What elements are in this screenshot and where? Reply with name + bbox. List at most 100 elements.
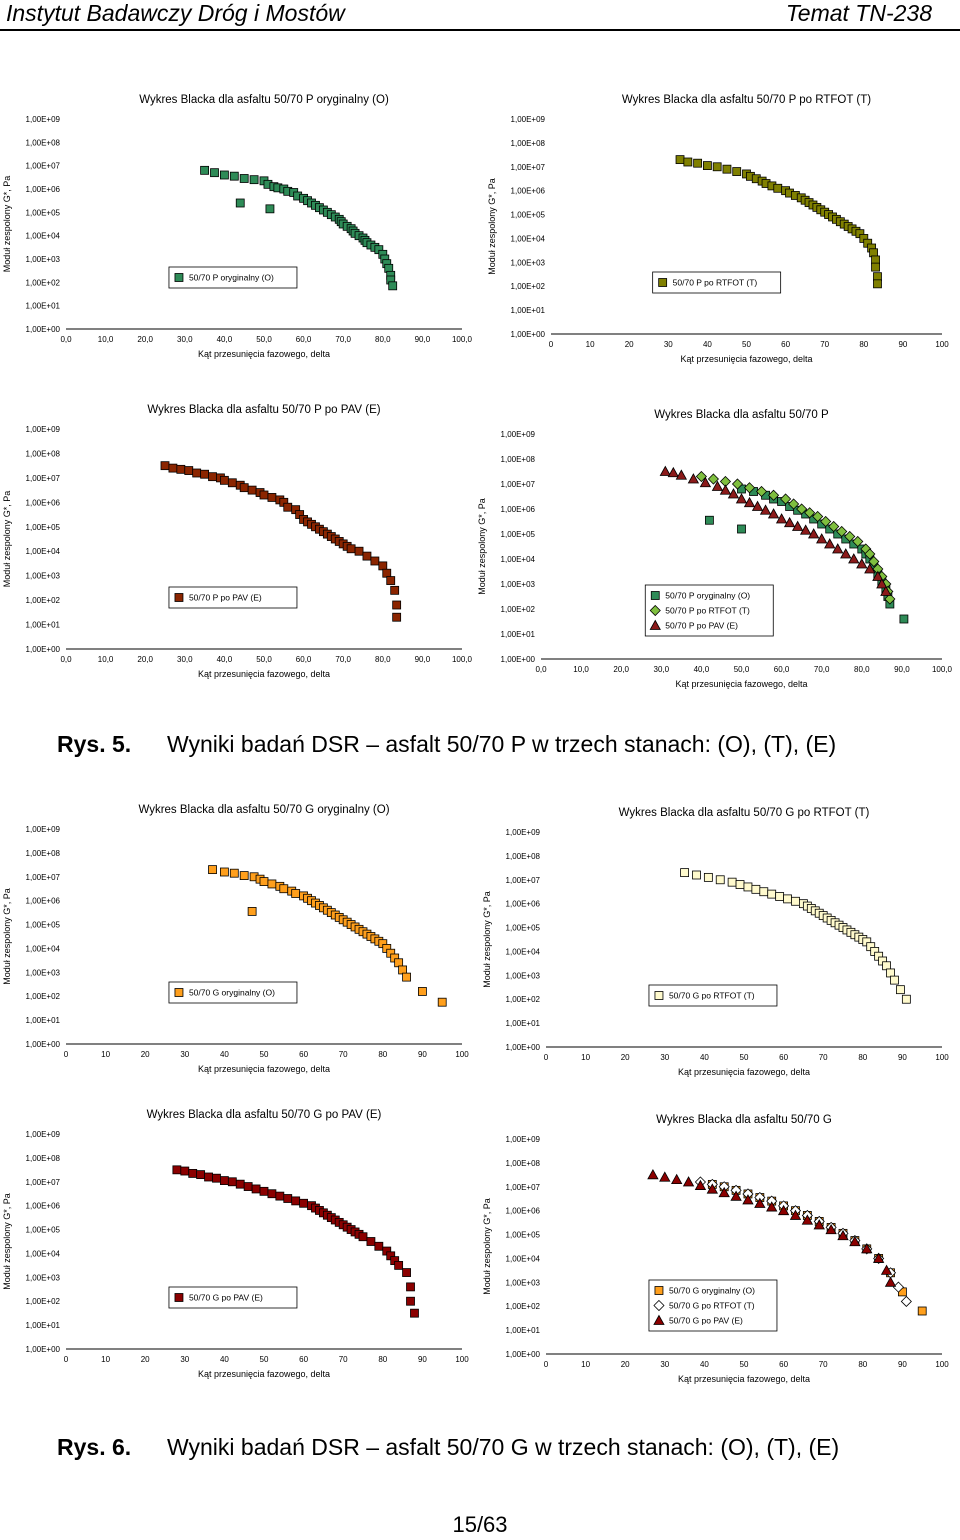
data-point	[259, 1186, 269, 1196]
x-tick-label: 100,0	[452, 335, 473, 344]
data-point	[820, 515, 832, 528]
y-tick-label: 1,00E+05	[26, 1226, 61, 1235]
x-tick-label: 90,0	[894, 665, 910, 674]
y-tick-label: 1,00E+04	[26, 547, 61, 556]
data-point	[378, 561, 388, 571]
x-tick-label: 100,0	[932, 665, 953, 674]
data-point	[362, 551, 372, 561]
legend: 50/70 G po PAV (E)	[168, 1286, 298, 1309]
data-point	[200, 469, 210, 479]
data-point	[283, 502, 293, 512]
data-point	[824, 538, 836, 549]
data-point	[210, 168, 219, 178]
data-point	[901, 994, 911, 1004]
x-tick-label: 40	[703, 340, 712, 349]
y-tick-label: 1,00E+08	[506, 1159, 541, 1168]
x-tick-label: 80	[378, 1355, 387, 1364]
data-point	[808, 528, 820, 539]
y-axis-label: Moduł zespolony G*, Pa	[2, 491, 12, 588]
figure-caption-5: Rys. 5. Wyniki badań DSR – asfalt 50/70 P…	[57, 731, 836, 758]
data-point	[789, 1209, 802, 1220]
data-point	[346, 544, 356, 554]
data-point	[382, 568, 392, 578]
legend-label: 50/70 G po RTFOT (T)	[669, 991, 755, 1001]
y-tick-label: 1,00E+07	[26, 474, 61, 483]
data-point	[703, 872, 713, 882]
x-tick-label: 0	[64, 1355, 69, 1364]
data-point	[759, 887, 769, 897]
data-point	[705, 515, 714, 525]
y-tick-label: 1,00E+08	[26, 449, 61, 458]
y-tick-label: 1,00E+09	[506, 1135, 541, 1144]
y-tick-label: 1,00E+09	[26, 1130, 61, 1139]
data-point	[711, 480, 724, 491]
chart-g-original: Wykres Blacka dla asfaltu 50/70 G orygin…	[2, 804, 469, 1074]
data-point	[402, 1268, 411, 1277]
y-tick-label: 1,00E+08	[26, 138, 61, 147]
x-tick-label: 100	[935, 340, 949, 349]
x-tick-label: 20	[141, 1050, 150, 1059]
legend-box	[644, 584, 774, 637]
x-tick-label: 0,0	[535, 665, 547, 674]
y-tick-label: 1,00E+01	[501, 630, 536, 639]
x-tick-label: 80,0	[375, 335, 391, 344]
data-point	[856, 558, 868, 569]
data-point	[707, 473, 719, 485]
data-point	[386, 576, 396, 585]
y-tick-label: 1,00E+00	[501, 655, 536, 664]
data-point	[735, 880, 745, 889]
y-tick-label: 1,00E+00	[511, 330, 546, 339]
data-point	[675, 155, 685, 165]
y-tick-label: 1,00E+03	[26, 572, 61, 581]
data-point	[354, 546, 364, 556]
y-tick-label: 1,00E+06	[501, 505, 536, 514]
data-point	[682, 1176, 695, 1187]
x-tick-label: 0	[544, 1360, 549, 1369]
chart-title: Wykres Blacka dla asfaltu 50/70 P po PAV…	[147, 404, 380, 416]
figure-caption-text: Wyniki badań DSR – asfalt 50/70 G w trze…	[167, 1434, 840, 1460]
x-axis-label: Kąt przesunięcia fazowego, delta	[680, 354, 812, 364]
x-tick-label: 20	[625, 340, 634, 349]
x-tick-label: 20	[141, 1355, 150, 1364]
y-tick-label: 1,00E+04	[26, 944, 61, 953]
y-tick-label: 1,00E+07	[506, 876, 541, 885]
legend-box	[648, 984, 778, 1007]
x-tick-label: 40	[700, 1053, 709, 1062]
data-point	[722, 164, 732, 174]
legend-marker	[649, 604, 661, 617]
data-point	[247, 485, 257, 495]
page-number: 15/63	[452, 1512, 508, 1537]
x-tick-label: 50	[740, 1360, 749, 1369]
data-point	[868, 555, 880, 568]
series-1	[208, 865, 447, 1007]
x-axis-label: Kąt przesunięcia fazowego, delta	[198, 1064, 330, 1074]
data-point	[767, 889, 777, 899]
x-tick-label: 10,0	[573, 665, 589, 674]
x-axis-label: Kąt przesunięcia fazowego, delta	[675, 679, 807, 689]
chart-p-original: Wykres Blacka dla asfaltu 50/70 P orygin…	[2, 94, 473, 359]
legend-marker	[174, 593, 184, 602]
x-tick-label: 60	[781, 340, 790, 349]
data-point	[812, 510, 824, 523]
series-1	[160, 461, 402, 622]
data-point	[168, 463, 178, 473]
x-tick-label: 10	[101, 1355, 110, 1364]
chart-title: Wykres Blacka dla asfaltu 50/70 G	[656, 1114, 832, 1126]
data-point	[680, 868, 690, 878]
x-tick-label: 70,0	[335, 655, 351, 664]
data-point	[265, 204, 275, 214]
x-tick-label: 50,0	[256, 655, 272, 664]
chart-title: Wykres Blacka dla asfaltu 50/70 G po RTF…	[619, 807, 870, 819]
data-point	[783, 894, 792, 904]
x-tick-label: 80,0	[854, 665, 870, 674]
x-tick-label: 90	[898, 1053, 907, 1062]
legend-marker	[649, 619, 661, 630]
chart-title: Wykres Blacka dla asfaltu 50/70 G po PAV…	[147, 1109, 382, 1121]
y-axis-label: Moduł zespolony G*, Pa	[482, 1198, 492, 1295]
x-tick-label: 60,0	[296, 655, 312, 664]
y-tick-label: 1,00E+02	[26, 992, 61, 1001]
legend-label: 50/70 P po PAV (E)	[665, 621, 738, 631]
legend-box	[168, 981, 298, 1004]
y-tick-label: 1,00E+06	[26, 1202, 61, 1211]
data-point	[370, 556, 380, 566]
